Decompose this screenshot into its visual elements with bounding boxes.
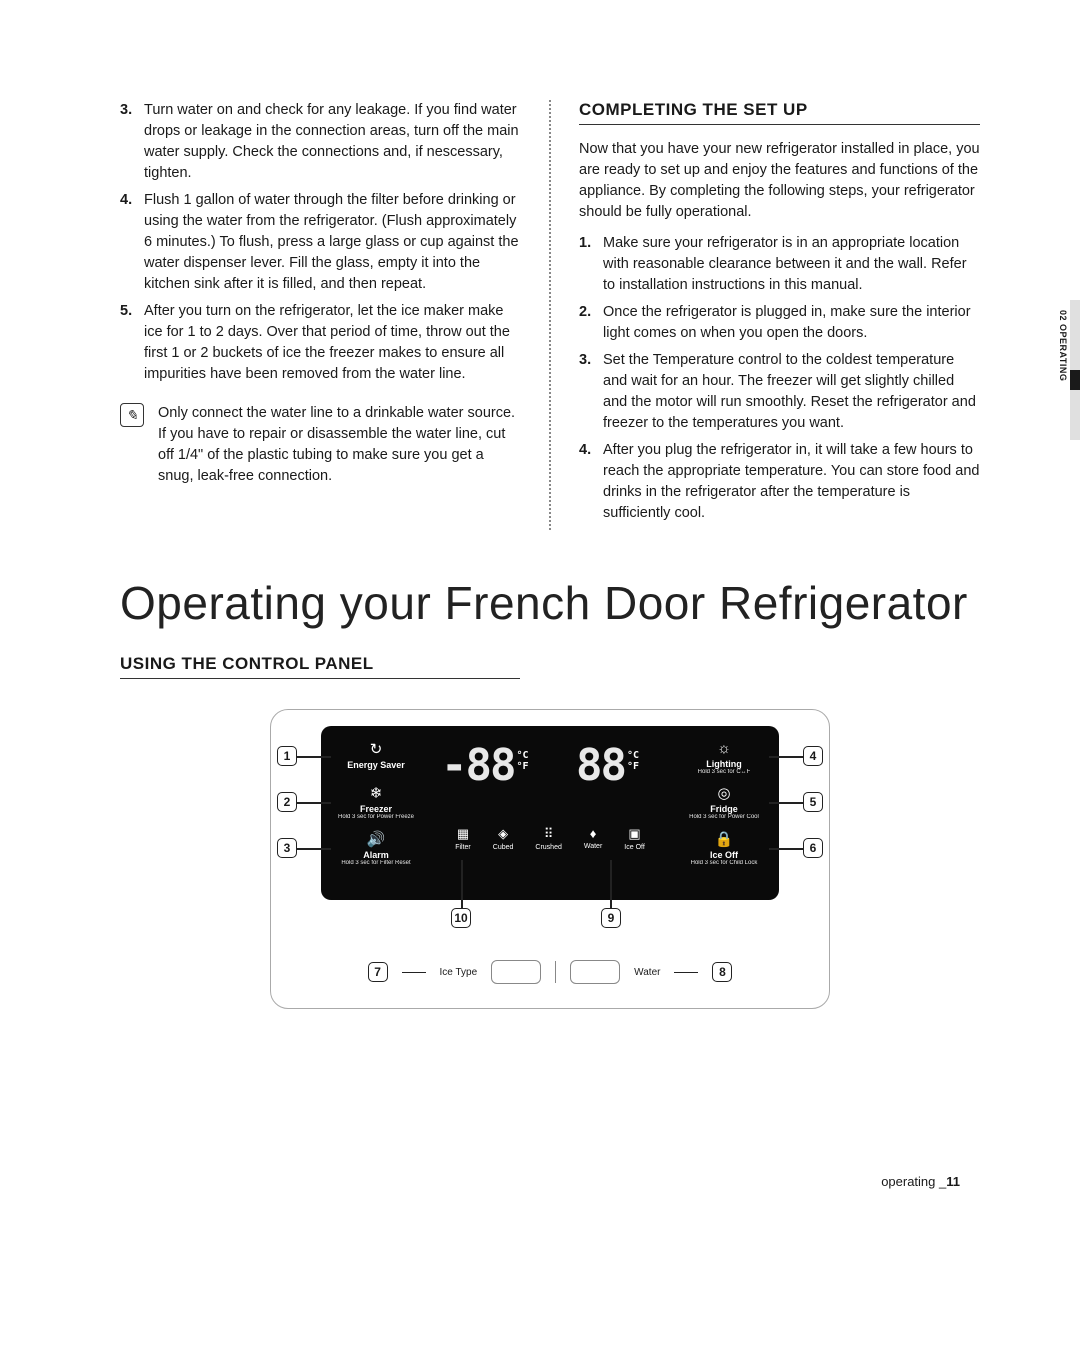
water-indicator: ♦Water (584, 826, 602, 851)
control-panel-face: ↻ Energy Saver ❄ Freezer Hold 3 sec for … (321, 726, 779, 900)
fridge-icon: ◎ (669, 784, 779, 802)
two-column-body: Turn water on and check for any leakage.… (120, 100, 980, 530)
step-4: Flush 1 gallon of water through the filt… (120, 190, 521, 295)
callout-10: 10 (451, 908, 471, 928)
callout-2: 2 (277, 792, 297, 812)
step-3: Turn water on and check for any leakage.… (120, 100, 521, 184)
btn-energy-saver: ↻ Energy Saver (321, 740, 431, 770)
control-panel-diagram: ↻ Energy Saver ❄ Freezer Hold 3 sec for … (270, 709, 830, 1009)
freezer-temp-display: -88 °C °F (441, 746, 529, 786)
callout-3: 3 (277, 838, 297, 858)
chapter-title: Operating your French Door Refrigerator (120, 576, 980, 630)
callout-1: 1 (277, 746, 297, 766)
btn-fridge: ◎ Fridge Hold 3 sec for Power Cool (669, 784, 779, 820)
btn-lighting: ☼ Lighting Hold 3 sec for C↔F (669, 740, 779, 775)
ice-type-button[interactable] (491, 960, 541, 984)
water-button[interactable] (570, 960, 620, 984)
section-control-panel-title: USING THE CONTROL PANEL (120, 654, 520, 679)
freezer-icon: ❄ (321, 784, 431, 802)
callout-6: 6 (803, 838, 823, 858)
left-steps-list: Turn water on and check for any leakage.… (120, 100, 521, 385)
callout-7: 7 (368, 962, 388, 982)
dispenser-buttons: 7 Ice Type Water 8 (271, 960, 829, 984)
energy-saver-icon: ↻ (321, 740, 431, 758)
btn-freezer: ❄ Freezer Hold 3 sec for Power Freeze (321, 784, 431, 820)
setup-step-2: Once the refrigerator is plugged in, mak… (579, 302, 980, 344)
right-steps-list: Make sure your refrigerator is in an app… (579, 233, 980, 524)
callout-9: 9 (601, 908, 621, 928)
iceoff-indicator: ▣Ice Off (624, 826, 645, 851)
crushed-indicator: ⠿Crushed (535, 826, 561, 851)
step-5: After you turn on the refrigerator, let … (120, 301, 521, 385)
note-line-2: If you have to repair or disassemble the… (158, 424, 521, 487)
water-label: Water (634, 967, 660, 978)
filter-indicator: ▦Filter (455, 826, 471, 851)
callout-4: 4 (803, 746, 823, 766)
note-icon: ✎ (120, 403, 144, 427)
page-footer: operating _11 (881, 1174, 960, 1189)
dispenser-mode-icons: ▦Filter ◈Cubed ⠿Crushed ♦Water ▣Ice Off (321, 826, 779, 851)
right-column: COMPLETING THE SET UP Now that you have … (579, 100, 980, 530)
note-line-1: Only connect the water line to a drinkab… (158, 403, 521, 424)
setup-step-3: Set the Temperature control to the colde… (579, 350, 980, 434)
lighting-icon: ☼ (669, 740, 779, 757)
setup-step-4: After you plug the refrigerator in, it w… (579, 440, 980, 524)
column-divider (549, 100, 551, 530)
note-block: ✎ Only connect the water line to a drink… (120, 403, 521, 487)
cubed-indicator: ◈Cubed (493, 826, 514, 851)
callout-5: 5 (803, 792, 823, 812)
ice-type-label: Ice Type (440, 967, 478, 978)
right-section-title: COMPLETING THE SET UP (579, 100, 980, 125)
setup-step-1: Make sure your refrigerator is in an app… (579, 233, 980, 296)
left-column: Turn water on and check for any leakage.… (120, 100, 521, 530)
callout-8: 8 (712, 962, 732, 982)
right-intro: Now that you have your new refrigerator … (579, 139, 980, 223)
fridge-temp-display: 88 °C °F (576, 746, 639, 786)
footer-text: operating _ (881, 1174, 946, 1189)
footer-page: 11 (946, 1174, 960, 1189)
